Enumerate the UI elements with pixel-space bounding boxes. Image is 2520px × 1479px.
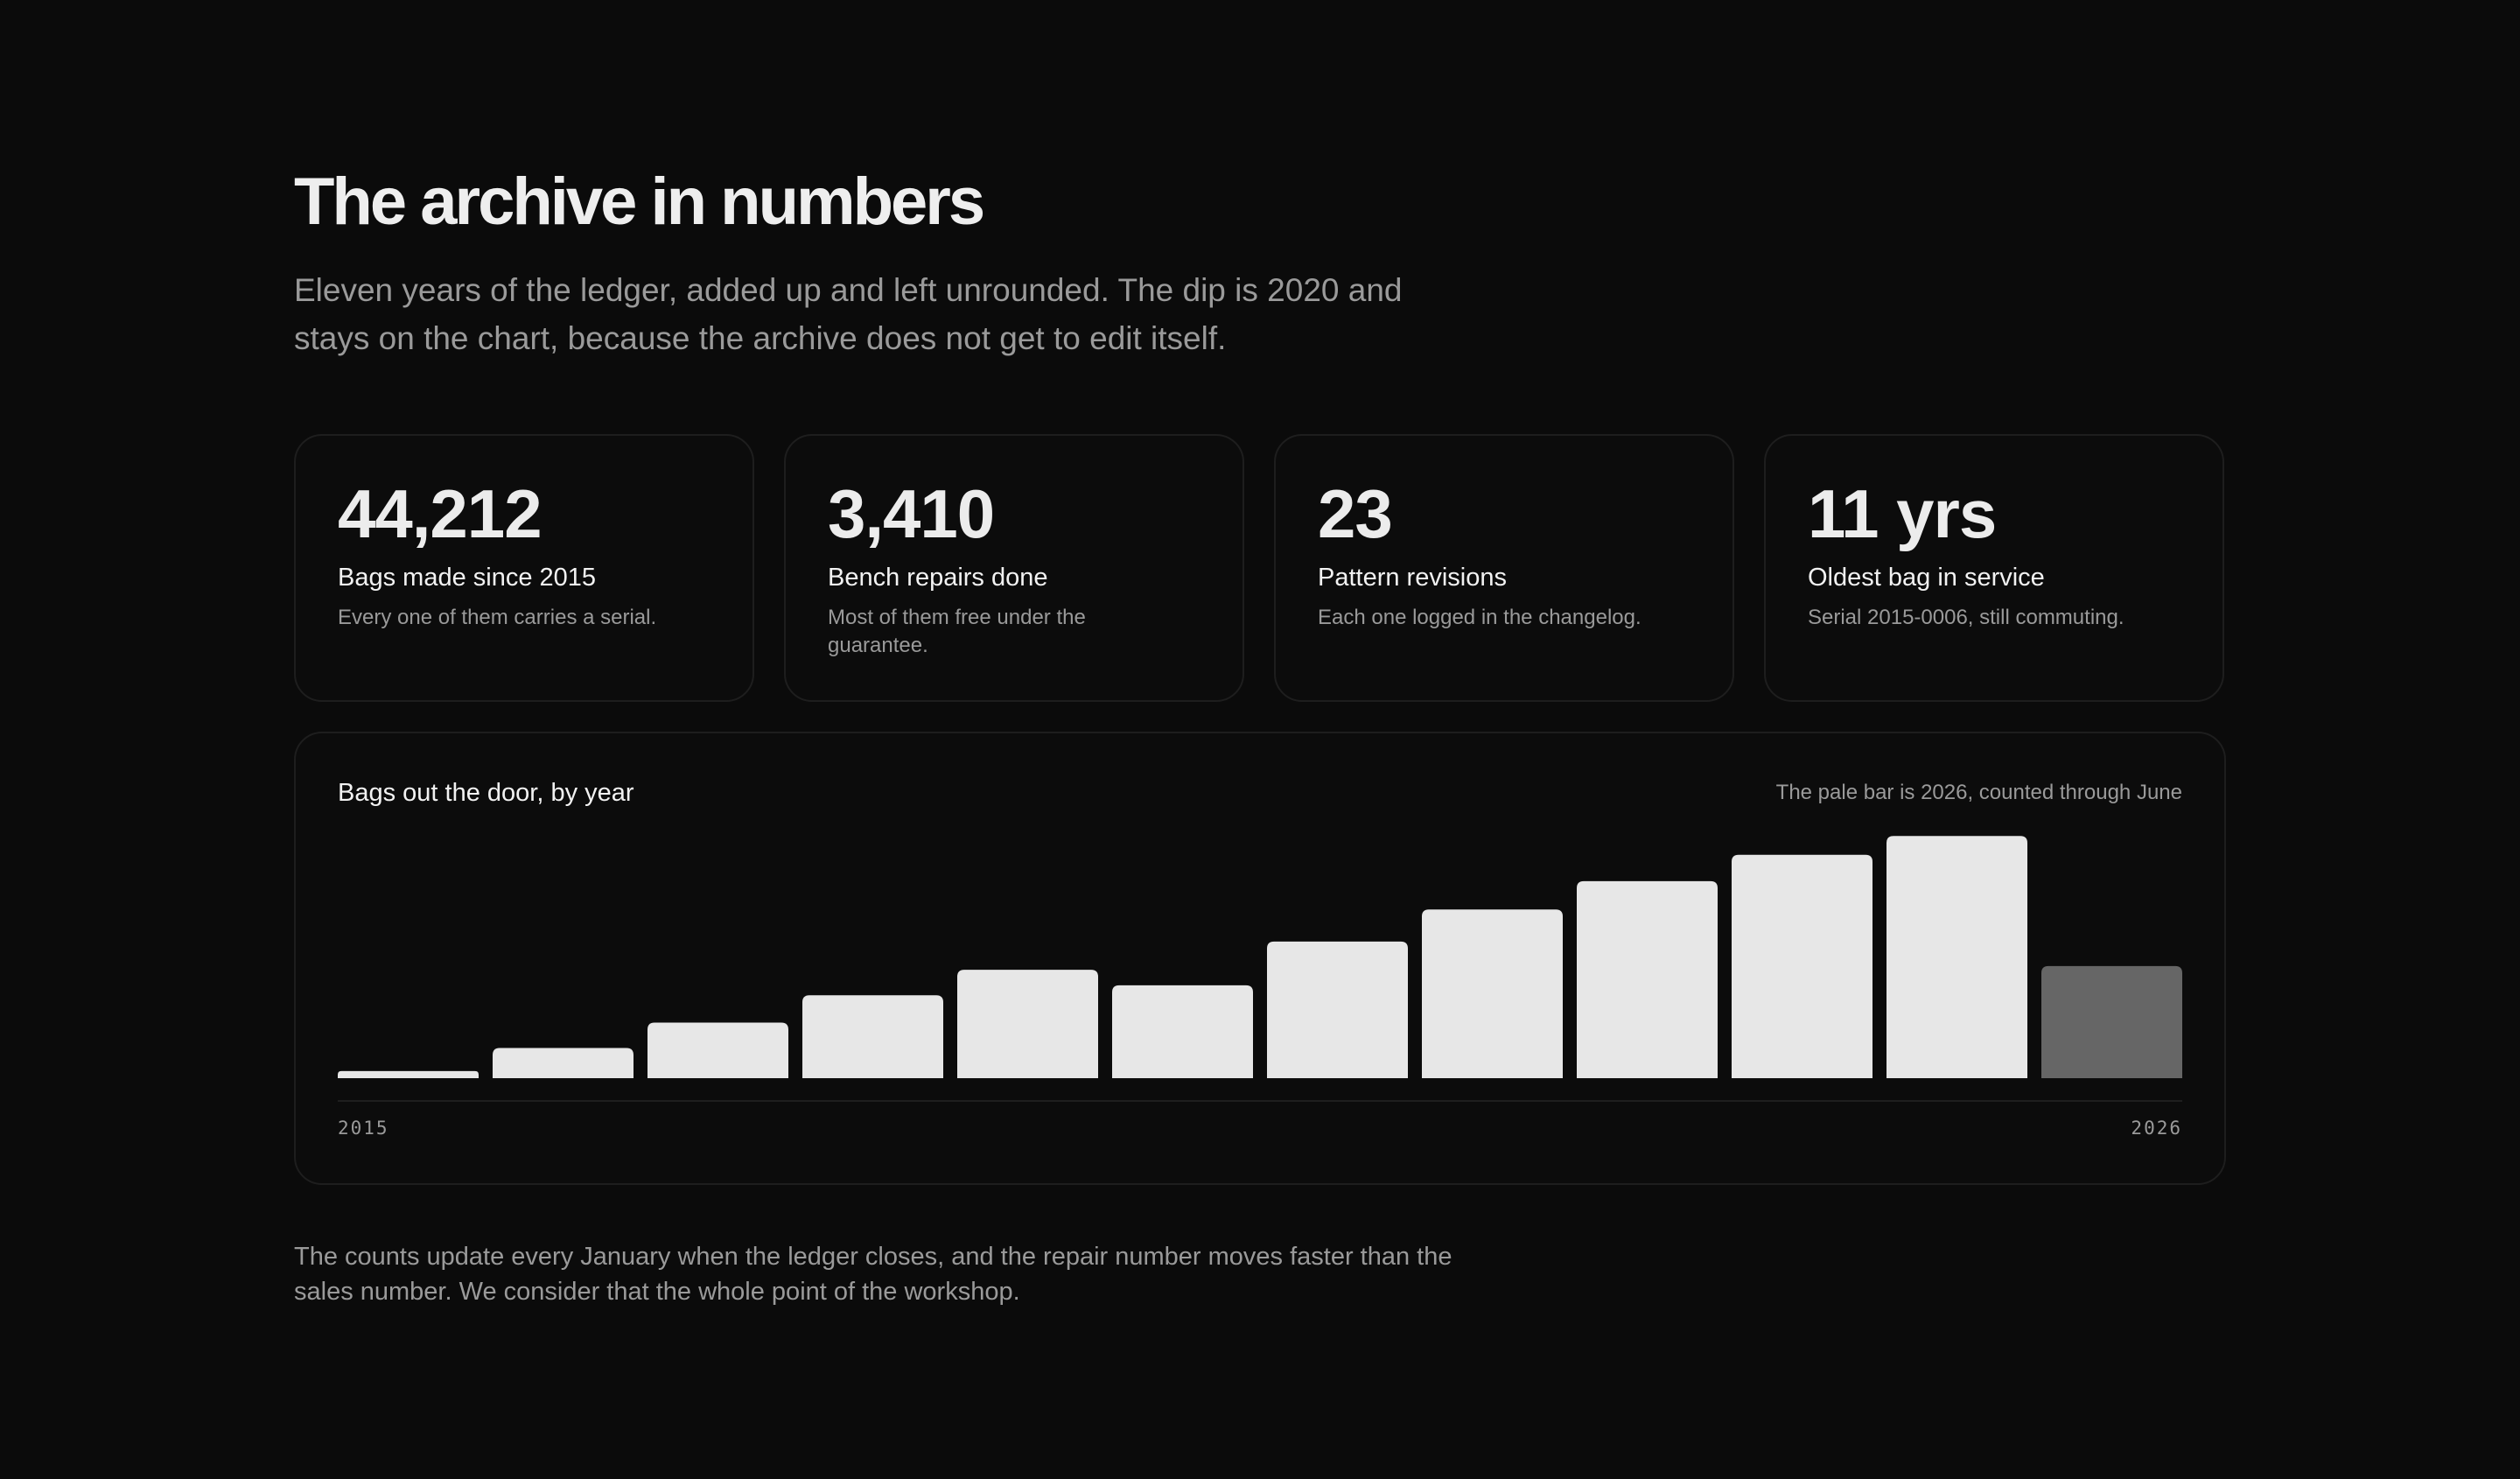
stat-note: Every one of them carries a serial. (338, 606, 657, 629)
bar-2016 (493, 1048, 634, 1078)
stat-label: Bags made since 2015 (338, 564, 597, 592)
bar-2023 (1577, 880, 1718, 1078)
bar-2026 (2041, 965, 2182, 1078)
stat-label: Pattern revisions (1318, 564, 1507, 592)
stat-value: 44,212 (338, 475, 542, 552)
bar-2017 (648, 1022, 788, 1078)
bar-2024 (1732, 854, 1872, 1078)
footer-note: The counts update every January when the… (294, 1243, 1452, 1306)
bar-chart: 2015 2026 (338, 836, 2182, 1139)
bar-2018 (802, 995, 943, 1078)
bar-2021 (1267, 941, 1408, 1078)
stat-note: Most of them free under the guarantee. (828, 606, 1086, 657)
stat-value: 11 yrs (1808, 475, 1997, 552)
stat-card-bench-repairs: 3,410 Bench repairs done Most of them fr… (784, 434, 1244, 702)
stat-value: 3,410 (828, 475, 995, 552)
chart-title: Bags out the door, by year (338, 779, 634, 807)
stat-label: Bench repairs done (828, 564, 1048, 592)
stat-card-bags-made: 44,212 Bags made since 2015 Every one of… (294, 434, 754, 702)
bar-2025 (1886, 836, 2027, 1078)
stat-note: Each one logged in the changelog. (1318, 606, 1642, 629)
bar-2019 (957, 970, 1098, 1078)
chart-card: Bags out the door, by year The pale bar … (294, 732, 2226, 1185)
x-tick-label-first: 2015 (338, 1118, 389, 1139)
stat-card-oldest-bag: 11 yrs Oldest bag in service Serial 2015… (1764, 434, 2224, 702)
page-title: The archive in numbers (294, 165, 985, 239)
stat-label: Oldest bag in service (1808, 564, 2045, 592)
stat-value: 23 (1318, 475, 1393, 552)
page-subtitle: Eleven years of the ledger, added up and… (294, 272, 1403, 356)
bar-2020 (1112, 985, 1253, 1078)
stat-card-pattern-revisions: 23 Pattern revisions Each one logged in … (1274, 434, 1734, 702)
bar-2022 (1422, 909, 1563, 1078)
chart-annotation: The pale bar is 2026, counted through Ju… (1775, 781, 2182, 804)
x-tick-label-last: 2026 (2131, 1118, 2182, 1139)
bar-2015 (338, 1070, 479, 1078)
stat-note: Serial 2015-0006, still commuting. (1808, 606, 2124, 629)
